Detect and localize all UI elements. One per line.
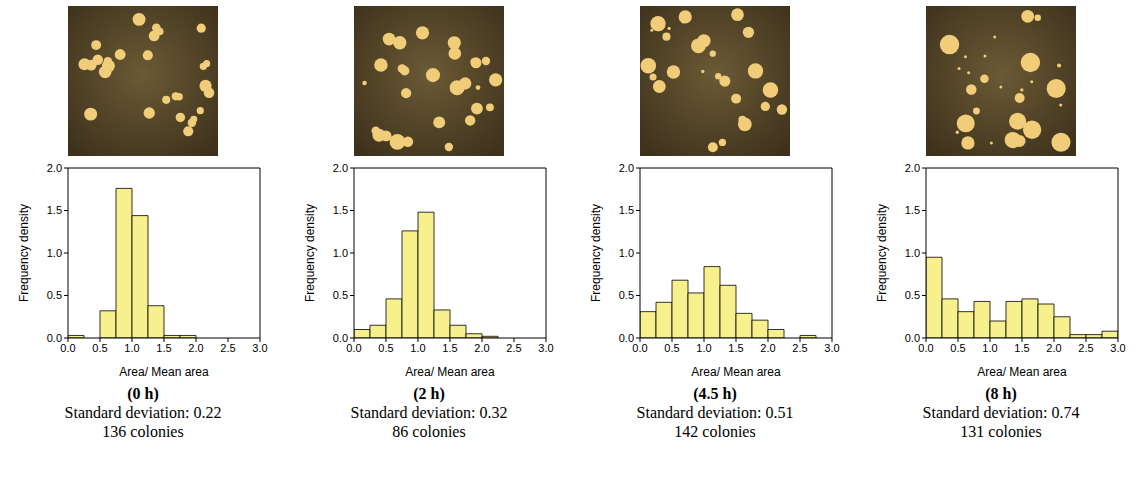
- svg-text:3.0: 3.0: [1110, 342, 1125, 354]
- svg-text:3.0: 3.0: [824, 342, 839, 354]
- svg-text:1.0: 1.0: [333, 247, 348, 259]
- svg-text:0.0: 0.0: [47, 332, 62, 344]
- svg-text:2.0: 2.0: [619, 162, 634, 174]
- svg-text:1.0: 1.0: [124, 342, 139, 354]
- svg-text:Frequency density: Frequency density: [303, 204, 317, 302]
- svg-text:0.5: 0.5: [92, 342, 107, 354]
- svg-text:0.0: 0.0: [918, 342, 933, 354]
- svg-text:2.0: 2.0: [47, 162, 62, 174]
- svg-text:1.5: 1.5: [905, 204, 920, 216]
- svg-text:1.0: 1.0: [47, 247, 62, 259]
- svg-text:1.5: 1.5: [619, 204, 634, 216]
- html-text:(0 h): (0 h): [127, 385, 159, 402]
- svg-text:0.5: 0.5: [619, 289, 634, 301]
- html-text:86 colonies: 86 colonies: [392, 423, 466, 440]
- svg-text:2.0: 2.0: [760, 342, 775, 354]
- svg-text:1.5: 1.5: [333, 204, 348, 216]
- svg-text:Area/ Mean area: Area/ Mean area: [977, 365, 1067, 379]
- svg-text:1.0: 1.0: [619, 247, 634, 259]
- svg-text:1.0: 1.0: [905, 247, 920, 259]
- svg-text:1.5: 1.5: [156, 342, 171, 354]
- svg-text:Frequency density: Frequency density: [875, 204, 889, 302]
- svg-text:Area/ Mean area: Area/ Mean area: [119, 365, 209, 379]
- svg-text:0.0: 0.0: [619, 332, 634, 344]
- svg-text:0.5: 0.5: [378, 342, 393, 354]
- svg-text:Area/ Mean area: Area/ Mean area: [405, 365, 495, 379]
- svg-text:0.0: 0.0: [346, 342, 361, 354]
- svg-text:Frequency density: Frequency density: [17, 204, 31, 302]
- svg-text:2.5: 2.5: [506, 342, 521, 354]
- html-text:(4.5 h): (4.5 h): [693, 385, 737, 402]
- html-text:Standard deviation: 0.74: Standard deviation: 0.74: [922, 404, 1080, 421]
- svg-text:0.0: 0.0: [60, 342, 75, 354]
- svg-text:2.5: 2.5: [1078, 342, 1093, 354]
- svg-text:0.0: 0.0: [905, 332, 920, 344]
- html-text:(8 h): (8 h): [985, 385, 1017, 402]
- svg-text:3.0: 3.0: [538, 342, 553, 354]
- svg-text:0.5: 0.5: [333, 289, 348, 301]
- html-text:(2 h): (2 h): [413, 385, 445, 402]
- svg-text:1.0: 1.0: [982, 342, 997, 354]
- svg-text:Area/ Mean area: Area/ Mean area: [691, 365, 781, 379]
- html-text:Standard deviation: 0.22: Standard deviation: 0.22: [64, 404, 222, 421]
- svg-text:2.0: 2.0: [474, 342, 489, 354]
- svg-text:2.5: 2.5: [792, 342, 807, 354]
- svg-text:0.0: 0.0: [333, 332, 348, 344]
- svg-text:2.0: 2.0: [905, 162, 920, 174]
- html-text:Standard deviation: 0.51: Standard deviation: 0.51: [636, 404, 794, 421]
- svg-text:0.5: 0.5: [47, 289, 62, 301]
- svg-text:3.0: 3.0: [252, 342, 267, 354]
- svg-text:0.5: 0.5: [664, 342, 679, 354]
- svg-text:1.5: 1.5: [47, 204, 62, 216]
- svg-text:0.5: 0.5: [905, 289, 920, 301]
- html-text:131 colonies: 131 colonies: [960, 423, 1042, 440]
- svg-text:0.5: 0.5: [950, 342, 965, 354]
- svg-text:1.5: 1.5: [442, 342, 457, 354]
- svg-text:2.0: 2.0: [333, 162, 348, 174]
- html-text:142 colonies: 142 colonies: [674, 423, 756, 440]
- svg-text:Frequency density: Frequency density: [589, 204, 603, 302]
- svg-text:1.0: 1.0: [410, 342, 425, 354]
- svg-text:1.5: 1.5: [728, 342, 743, 354]
- html-text:136 colonies: 136 colonies: [102, 423, 184, 440]
- html-text:Standard deviation: 0.32: Standard deviation: 0.32: [350, 404, 508, 421]
- svg-text:2.5: 2.5: [220, 342, 235, 354]
- svg-text:0.0: 0.0: [632, 342, 647, 354]
- svg-text:2.0: 2.0: [188, 342, 203, 354]
- svg-text:1.5: 1.5: [1014, 342, 1029, 354]
- svg-text:1.0: 1.0: [696, 342, 711, 354]
- svg-text:2.0: 2.0: [1046, 342, 1061, 354]
